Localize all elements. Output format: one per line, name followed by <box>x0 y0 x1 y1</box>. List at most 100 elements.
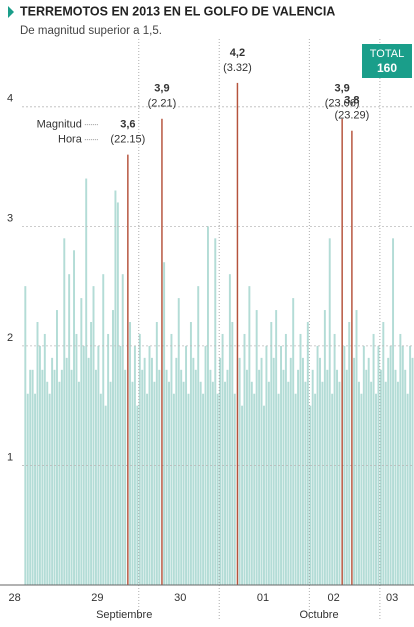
bar <box>114 190 117 585</box>
bar <box>26 393 29 585</box>
bar <box>68 274 71 585</box>
bar <box>238 357 241 585</box>
highlight-bar <box>341 118 343 585</box>
bar <box>272 357 275 585</box>
bar <box>24 286 27 585</box>
highlight-bar <box>351 130 353 585</box>
bar <box>172 393 175 585</box>
bar <box>182 381 185 585</box>
bar <box>309 405 312 585</box>
bar <box>148 345 151 585</box>
title-marker <box>8 6 14 18</box>
bar <box>124 369 127 585</box>
value-label: 4,2 <box>230 47 245 59</box>
bar <box>131 381 134 585</box>
bar <box>34 393 37 585</box>
bar <box>336 369 339 585</box>
bar <box>392 238 395 585</box>
bar <box>129 322 132 585</box>
bar <box>294 393 297 585</box>
bar <box>277 393 280 585</box>
highlight-bar <box>161 118 163 585</box>
bar <box>163 262 166 585</box>
bar <box>292 298 295 585</box>
bar <box>275 310 278 585</box>
value-label: 3,8 <box>344 95 359 107</box>
bar <box>370 381 373 585</box>
bar <box>353 357 356 585</box>
bar <box>65 357 68 585</box>
x-tick-label: 28 <box>8 592 20 604</box>
y-tick-label: 4 <box>7 93 13 105</box>
bar <box>224 381 226 585</box>
bar <box>301 357 304 585</box>
bar <box>231 322 234 585</box>
bar <box>153 381 156 585</box>
bar <box>155 322 158 585</box>
bar <box>70 369 73 585</box>
bar <box>168 381 170 585</box>
bar <box>31 369 34 585</box>
bar <box>46 381 49 585</box>
bar <box>199 381 202 585</box>
bar <box>345 369 348 585</box>
bar <box>216 393 219 585</box>
bar <box>150 357 153 585</box>
bar <box>326 369 329 585</box>
bar <box>343 345 346 585</box>
bar <box>348 322 351 585</box>
bar <box>85 178 88 585</box>
bar <box>284 333 287 585</box>
bar <box>357 381 360 585</box>
chart-title: TERREMOTOS EN 2013 EN EL GOLFO DE VALENC… <box>20 4 335 18</box>
y-tick-label: 1 <box>7 451 13 463</box>
bar <box>136 405 139 585</box>
bar <box>304 381 307 585</box>
highlight-bar <box>236 82 239 585</box>
bar <box>175 357 178 585</box>
bar <box>260 357 263 585</box>
bar <box>202 393 205 585</box>
bar <box>287 381 290 585</box>
bar <box>211 381 214 585</box>
x-tick-label: 02 <box>328 592 340 604</box>
bar <box>165 369 168 585</box>
bar <box>333 333 336 585</box>
bar <box>77 381 80 585</box>
bar <box>146 393 149 585</box>
bar <box>323 310 326 585</box>
bar <box>258 369 261 585</box>
bar <box>92 286 95 585</box>
time-label: (3.32) <box>223 62 252 74</box>
bar <box>331 393 334 585</box>
bar <box>399 333 402 585</box>
bar <box>250 381 253 585</box>
bar <box>228 274 231 585</box>
time-label: (22.15) <box>110 134 145 146</box>
bar <box>321 381 324 585</box>
bar <box>187 393 190 585</box>
bar <box>387 357 390 585</box>
bar <box>384 381 387 585</box>
total-label: TOTAL <box>370 48 404 60</box>
bar <box>194 369 197 585</box>
bar <box>411 357 414 585</box>
legend-label: Magnitud <box>37 119 82 131</box>
bar <box>141 369 144 585</box>
bar <box>192 357 195 585</box>
bar <box>360 393 363 585</box>
bar <box>243 333 246 585</box>
value-label: 3,6 <box>120 119 135 131</box>
bar <box>109 381 112 585</box>
bar <box>75 333 78 585</box>
bar <box>43 333 46 585</box>
bar <box>116 202 119 586</box>
bar <box>207 226 209 585</box>
bar <box>107 333 110 585</box>
plot-area: 1 2 3 4 3,6 (22.15) 3,9 (2.21) 4,2 (3.32) 3,9 (23.0… <box>0 39 414 621</box>
bar <box>267 381 270 585</box>
bar <box>263 405 265 585</box>
bar <box>245 369 248 585</box>
bar <box>63 238 66 585</box>
